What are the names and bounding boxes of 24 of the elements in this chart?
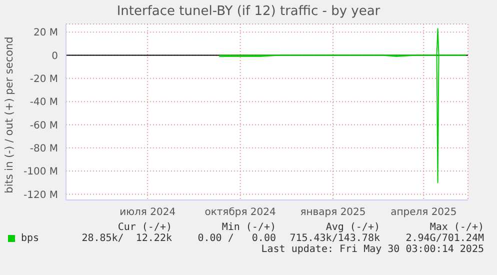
x-tick-label: апреля 2025 <box>390 207 457 218</box>
x-tick-label: января 2025 <box>300 207 366 218</box>
text: 28.85k/ 12.22k <box>80 233 172 244</box>
y-tick-label: -20 M <box>30 74 58 85</box>
y-tick-label: -100 M <box>23 166 58 178</box>
text: 2.94G/701.24M <box>404 233 484 244</box>
legend-label: bps <box>20 233 40 244</box>
text: Min (-/+) <box>220 222 276 233</box>
y-tick-label: -120 M <box>23 190 58 201</box>
y-tick-label: -60 M <box>30 120 58 132</box>
x-tick-label: октября 2024 <box>204 207 276 218</box>
y-tick-label: 0 <box>52 50 58 62</box>
text: Cur (-/+) <box>116 222 172 233</box>
x-tick-label: июля 2024 <box>120 207 176 218</box>
y-tick-label: 20 M <box>33 28 58 39</box>
y-axis-title: bits in (-) / out (+) per second <box>3 36 16 194</box>
chart-title: Interface tunel-BY (if 12) traffic - by year <box>116 4 382 19</box>
text: 715.43k/143.78k <box>288 233 380 244</box>
y-tick-label: -40 M <box>30 97 58 108</box>
text: 0.00 / 0.00 <box>196 233 276 244</box>
text: Avg (-/+) <box>324 222 380 233</box>
text: Max (-/+) <box>428 222 484 233</box>
y-tick-label: -80 M <box>30 143 58 154</box>
text: Last update: Fri May 30 03:00:14 2025 <box>260 244 484 255</box>
